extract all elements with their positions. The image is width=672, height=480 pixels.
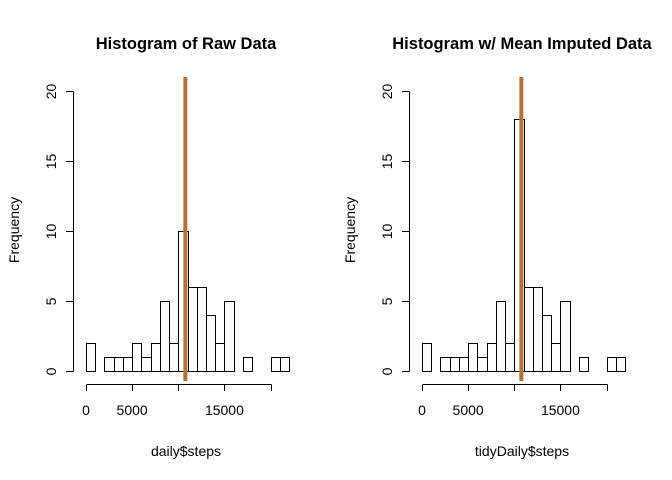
y-axis: 0 5 10 15 20 [379, 84, 410, 375]
x-axis: 0 5000 15000 [82, 384, 272, 418]
histogram-bar [440, 357, 451, 372]
histogram-bar [280, 357, 290, 372]
histogram-bar [86, 343, 96, 372]
x-tick-label: 15000 [205, 402, 244, 418]
y-tick-label: 10 [43, 224, 59, 240]
chart-title: Histogram of Raw Data [96, 35, 277, 53]
histogram-bar [188, 287, 198, 372]
y-tick-label: 10 [379, 224, 395, 240]
histogram-bar [206, 315, 216, 372]
x-axis: 0 5000 15000 [418, 384, 608, 418]
histogram-bar [123, 357, 133, 372]
y-tick-label: 5 [43, 297, 59, 305]
histogram-bar [114, 357, 124, 372]
histogram-bar [104, 357, 115, 372]
x-tick-label: 5000 [453, 402, 484, 418]
histogram-bar [616, 357, 626, 372]
histogram-bar [132, 343, 142, 372]
chart-title: Histogram w/ Mean Imputed Data [392, 35, 652, 53]
panel-mean-imputed-data: Histogram w/ Mean Imputed Data Frequency… [342, 35, 653, 459]
histogram-bar [533, 287, 543, 372]
histogram-bar [524, 287, 534, 372]
x-tick-label: 15000 [541, 402, 580, 418]
histogram-bar [477, 357, 488, 372]
histogram-bar [496, 301, 506, 372]
y-tick-label: 0 [43, 367, 59, 375]
histogram-bar [505, 343, 515, 372]
y-axis-label: Frequency [342, 197, 358, 263]
y-tick-label: 5 [379, 297, 395, 305]
histogram-bar [224, 301, 235, 372]
histogram-bar [487, 343, 497, 372]
histogram-bar [551, 343, 561, 372]
histogram-bar [141, 357, 152, 372]
y-tick-label: 15 [379, 154, 395, 170]
x-axis-label: tidyDaily$steps [475, 443, 569, 459]
y-tick-label: 20 [379, 84, 395, 100]
histogram-bar [197, 287, 207, 372]
y-tick-label: 20 [43, 84, 59, 100]
histogram-bar [169, 343, 179, 372]
histogram-bar [450, 357, 460, 372]
x-tick-label: 0 [82, 402, 90, 418]
panel-raw-data: Histogram of Raw Data Frequency daily$st… [6, 35, 290, 459]
histogram-bar [271, 357, 281, 372]
histogram-bar [542, 315, 552, 372]
y-tick-label: 0 [379, 367, 395, 375]
bars [422, 119, 626, 372]
y-axis: 0 5 10 15 20 [43, 84, 74, 375]
histogram-bar [579, 357, 589, 372]
y-tick-label: 15 [43, 154, 59, 170]
histogram-bar [459, 357, 469, 372]
histogram-bar [151, 343, 161, 372]
x-axis-label: daily$steps [151, 443, 221, 459]
histogram-bar [607, 357, 617, 372]
x-tick-label: 0 [418, 402, 426, 418]
histogram-bar [560, 301, 571, 372]
bars [86, 231, 290, 372]
histogram-bar [468, 343, 478, 372]
x-tick-label: 5000 [117, 402, 148, 418]
histogram-bar [422, 343, 432, 372]
histogram-bar [160, 301, 170, 372]
histogram-bar [243, 357, 253, 372]
histogram-bar [215, 343, 225, 372]
y-axis-label: Frequency [6, 197, 22, 263]
